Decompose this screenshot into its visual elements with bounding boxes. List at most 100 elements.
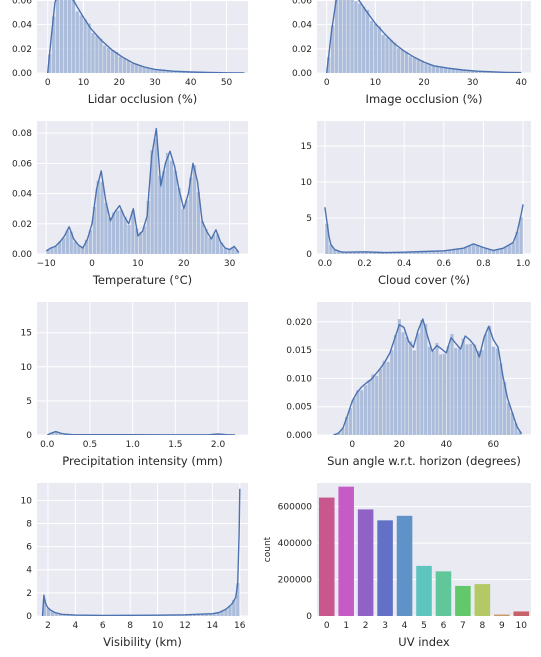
- panel-visibility: 2 4 6 8 10 12 14 16 0 2 4 6 8 10 Visibility (km): [21, 483, 248, 649]
- hist-bar: [115, 210, 120, 254]
- hist-bar: [448, 249, 452, 254]
- hist-bar: [200, 221, 204, 254]
- hist-bar: [381, 35, 385, 73]
- hist-bar: [392, 252, 396, 254]
- x-tick-label: 1: [343, 621, 349, 631]
- bar-uv-10: [513, 611, 530, 616]
- hist-bar: [518, 431, 522, 435]
- hist-bar: [71, 0, 75, 73]
- y-tick-label: 0: [306, 612, 312, 622]
- hist-bar: [169, 70, 174, 73]
- hist-bar: [67, 0, 72, 73]
- y-tick-label: 0.06: [12, 0, 32, 7]
- hist-bar: [519, 217, 523, 254]
- hist-bar: [467, 245, 472, 254]
- hist-bar: [223, 248, 227, 254]
- y-tick-label: 10: [21, 363, 33, 373]
- x-axis-label: Image occlusion (%): [366, 92, 483, 106]
- hist-bar: [54, 245, 58, 254]
- x-tick-label: 20: [418, 78, 430, 88]
- axes-background: [37, 302, 248, 435]
- hist-bar: [385, 37, 389, 73]
- x-tick-label: 1.0: [516, 259, 531, 269]
- hist-bar: [510, 412, 514, 435]
- hist-bar: [188, 614, 193, 616]
- hist-bar: [461, 338, 465, 435]
- y-tick-label: 8: [26, 519, 32, 529]
- bar-uv-9: [494, 614, 510, 616]
- hist-bar: [337, 250, 341, 254]
- hist-bar: [364, 251, 369, 254]
- hist-bar: [334, 0, 339, 73]
- hist-bar: [55, 0, 60, 73]
- x-tick-label: 8: [479, 621, 485, 631]
- hist-bar: [130, 63, 134, 73]
- hist-bar: [463, 70, 467, 73]
- hist-bar: [212, 613, 216, 616]
- hist-bar: [224, 609, 228, 616]
- hist-bar: [333, 249, 337, 254]
- hist-bar: [208, 613, 212, 616]
- hist-bar: [338, 0, 342, 73]
- x-tick-label: 6: [441, 621, 447, 631]
- hist-bar: [146, 201, 150, 254]
- hist-bar: [62, 614, 66, 616]
- y-tick-label: 6: [26, 543, 32, 553]
- hist-bar: [51, 432, 55, 435]
- hist-bar: [465, 344, 469, 435]
- hist-bar: [204, 613, 208, 616]
- hist-bar: [216, 612, 220, 616]
- x-tick-label: 9: [499, 621, 505, 631]
- x-tick-label: 1.5: [168, 440, 182, 450]
- hist-bar: [154, 138, 158, 254]
- hist-bar: [228, 605, 232, 616]
- x-tick-label: 10: [152, 621, 164, 631]
- hist-bar: [439, 354, 443, 435]
- hist-bar: [58, 241, 62, 254]
- hist-bar: [427, 346, 431, 435]
- x-tick-label: 40: [516, 78, 528, 88]
- hist-bar: [405, 336, 409, 435]
- hist-bar: [48, 54, 52, 73]
- y-tick-label: 5: [26, 397, 32, 407]
- y-tick-label: 0.04: [12, 190, 32, 200]
- x-tick-label: 50: [221, 78, 233, 88]
- hist-bar: [162, 171, 166, 254]
- x-axis-label: Lidar occlusion (%): [88, 92, 198, 106]
- hist-bar: [349, 252, 353, 254]
- hist-bar: [134, 64, 138, 73]
- y-tick-label: 15: [301, 142, 312, 152]
- hist-bar: [111, 212, 116, 254]
- hist-bar: [363, 385, 368, 435]
- hist-bar: [450, 333, 454, 435]
- hist-bar: [91, 33, 95, 73]
- hist-bar: [110, 50, 115, 73]
- hist-bar: [118, 56, 123, 73]
- histogram-bars: [46, 138, 239, 254]
- hist-bar: [454, 347, 458, 435]
- hist-bar: [416, 333, 420, 435]
- hist-bar: [348, 408, 352, 435]
- y-tick-label: 0: [26, 612, 32, 622]
- x-tick-label: 20: [114, 78, 126, 88]
- x-tick-label: 12: [179, 621, 190, 631]
- y-tick-label: 0.020: [286, 318, 312, 328]
- x-tick-label: 0.6: [437, 259, 452, 269]
- hist-bar: [409, 341, 413, 435]
- x-tick-label: 14: [207, 621, 219, 631]
- hist-bar: [408, 56, 413, 73]
- hist-bar: [404, 51, 409, 73]
- panel-cloud: 0.0 0.2 0.4 0.6 0.8 1.0 0 5 10 15 Cloud cover (%): [301, 121, 531, 287]
- hist-bar: [495, 348, 499, 435]
- x-tick-label: 2: [363, 621, 369, 631]
- hist-bar: [104, 203, 108, 254]
- y-tick-label: 600000: [278, 503, 313, 513]
- x-tick-label: 2.0: [211, 440, 226, 450]
- density-curve: [47, 0, 245, 73]
- x-tick-label: 10: [132, 259, 144, 269]
- y-tick-label: 5: [306, 214, 312, 224]
- hist-bar: [375, 375, 379, 435]
- y-tick-label: 0.08: [12, 129, 32, 139]
- y-tick-label: 0.04: [12, 21, 32, 31]
- density-curve: [324, 204, 524, 254]
